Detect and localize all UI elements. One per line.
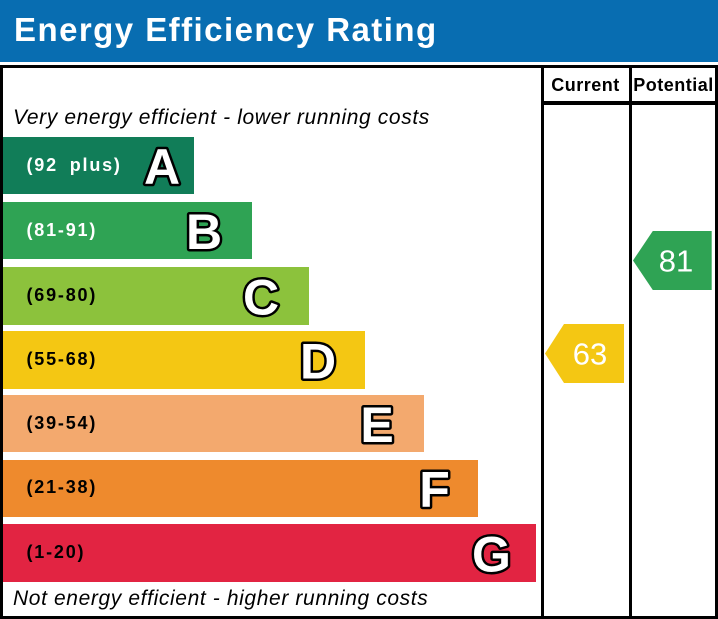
svg-text:F: F <box>419 462 450 518</box>
svg-text:B: B <box>186 204 222 260</box>
svg-text:D: D <box>300 333 336 389</box>
svg-text:C: C <box>243 269 279 325</box>
svg-text:G: G <box>472 526 511 582</box>
svg-text:E: E <box>360 397 393 453</box>
svg-text:63: 63 <box>573 337 607 372</box>
svg-text:A: A <box>144 139 180 195</box>
svg-text:81: 81 <box>659 244 693 279</box>
